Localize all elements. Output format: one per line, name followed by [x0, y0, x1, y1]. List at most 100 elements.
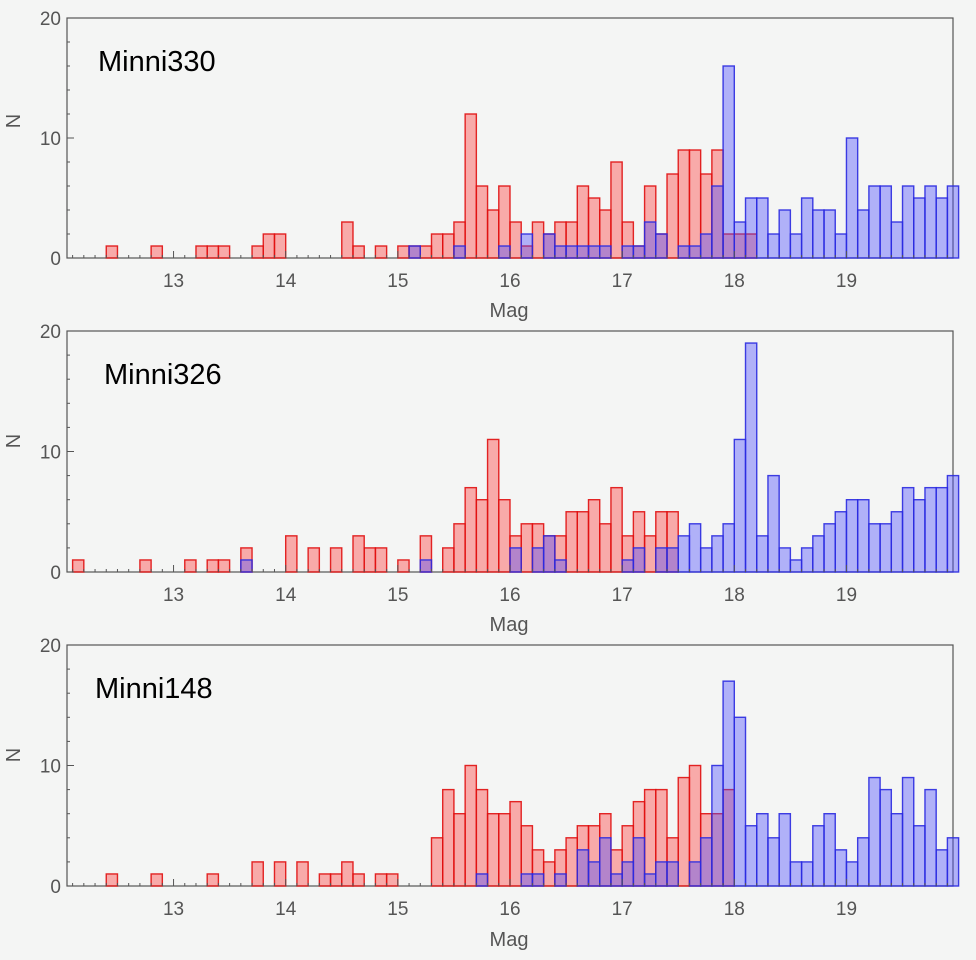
y-axis-label: N	[3, 114, 25, 128]
bar-blue	[744, 342, 758, 573]
bar-red	[475, 788, 489, 887]
bar-blue	[767, 837, 780, 887]
bar-blue	[913, 197, 926, 259]
y-tick-label: 20	[40, 9, 61, 30]
bar-blue	[531, 547, 545, 573]
bar-blue	[688, 245, 702, 259]
x-axis-ticks	[67, 644, 948, 887]
bar-red	[486, 813, 500, 887]
bar-red	[374, 547, 388, 573]
series-blue	[475, 680, 960, 887]
bar-red	[643, 788, 657, 887]
bar-blue	[621, 861, 635, 887]
bar-blue	[408, 245, 421, 259]
bar-blue	[823, 209, 836, 259]
bar-blue	[733, 716, 747, 887]
y-tick-label: 0	[50, 249, 61, 270]
bar-red	[442, 233, 455, 259]
series-red	[105, 764, 736, 887]
bar-blue	[924, 185, 937, 259]
bar-red	[610, 486, 623, 573]
bar-red	[565, 511, 578, 573]
bar-red	[464, 113, 478, 259]
bar-blue	[722, 65, 736, 259]
bar-red	[419, 245, 433, 259]
bar-blue	[913, 499, 926, 573]
bar-blue	[655, 233, 668, 259]
bar-blue	[789, 559, 803, 573]
x-tick-label: 17	[612, 899, 633, 920]
bar-blue	[946, 837, 960, 887]
y-tick-label: 10	[40, 443, 61, 464]
bar-blue	[834, 849, 848, 887]
bar-red	[520, 523, 534, 573]
bar-blue	[722, 680, 736, 887]
bar-blue	[935, 197, 949, 259]
bar-red	[464, 764, 478, 887]
bar-blue	[554, 559, 567, 573]
bar-red	[397, 559, 410, 573]
panel-minni330: Minni330 Mag N 13 14 15 16 17 18 19 0 10 20	[3, 9, 960, 322]
x-tick-label: 15	[387, 585, 408, 606]
bar-red	[688, 149, 702, 259]
bar-red	[385, 873, 399, 887]
bar-blue	[554, 245, 567, 259]
bar-red	[430, 233, 444, 259]
bar-blue	[868, 776, 881, 887]
bar-blue	[800, 861, 814, 887]
bar-blue	[946, 185, 960, 259]
x-axis-ticks	[67, 17, 948, 259]
bar-blue	[677, 535, 691, 573]
plot-area: 13 14 15 16 17 18 19 0 10 20	[40, 322, 960, 606]
bar-blue	[812, 825, 825, 887]
bar-red	[284, 535, 298, 573]
bar-blue	[924, 486, 937, 573]
bar-red	[341, 861, 354, 887]
bar-red	[206, 245, 220, 259]
bar-blue	[756, 813, 769, 887]
bar-red	[509, 221, 522, 259]
bar-blue	[677, 245, 691, 259]
bar-blue	[666, 861, 679, 887]
bar-red	[307, 547, 321, 573]
bar-red	[677, 776, 691, 887]
bar-blue	[666, 547, 679, 573]
bar-red	[273, 233, 287, 259]
y-tick-label: 10	[40, 757, 61, 778]
plot-area: 13 14 15 16 17 18 19 0 10 20	[40, 636, 960, 920]
bar-red	[430, 837, 444, 887]
bar-red	[374, 245, 388, 259]
x-tick-label: 16	[499, 585, 520, 606]
series-red	[105, 113, 758, 259]
bar-red	[475, 185, 489, 259]
bar-red	[666, 173, 679, 259]
bar-red	[475, 499, 489, 573]
bar-blue	[576, 245, 590, 259]
bar-blue	[800, 197, 814, 259]
bar-red	[464, 486, 478, 573]
y-tick-label: 20	[40, 322, 61, 343]
bar-red	[150, 245, 164, 259]
bar-blue	[699, 233, 713, 259]
bar-blue	[419, 559, 433, 573]
x-tick-label: 19	[836, 585, 857, 606]
bar-red	[341, 221, 354, 259]
bar-blue	[509, 547, 522, 573]
bar-blue	[823, 813, 836, 887]
x-tick-label: 14	[275, 585, 297, 606]
bar-red	[442, 547, 455, 573]
bar-blue	[599, 837, 612, 887]
bar-blue	[240, 559, 253, 573]
bar-blue	[733, 221, 747, 259]
bar-blue	[587, 861, 601, 887]
y-tick-label: 0	[50, 877, 61, 898]
series-blue	[408, 65, 960, 259]
bar-blue	[531, 873, 545, 887]
bar-blue	[520, 873, 534, 887]
bar-blue	[621, 245, 635, 259]
x-axis-ticks	[67, 330, 948, 573]
bar-blue	[733, 438, 747, 573]
bar-blue	[812, 535, 825, 573]
bar-blue	[935, 849, 949, 887]
